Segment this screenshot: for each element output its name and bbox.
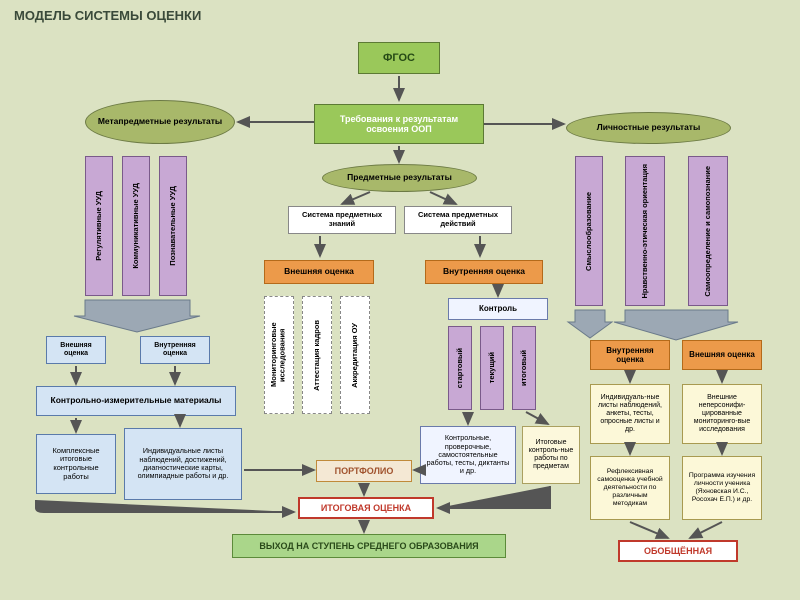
node-vyhod: ВЫХОД НА СТУПЕНЬ СРЕДНЕГО ОБРАЗОВАНИЯ: [232, 534, 506, 558]
label: Познавательные УУД: [169, 186, 178, 266]
node-komplex: Комплексные итоговые контрольные работы: [36, 434, 116, 494]
label: Индивидуаль-ные листы наблюдений, анкеты…: [596, 394, 664, 434]
kontrol-col-1: текущий: [480, 326, 504, 410]
label: Внешняя оценка: [284, 267, 354, 277]
pers-int-det: Индивидуаль-ные листы наблюдений, анкеты…: [590, 384, 670, 444]
ext-col-1: Аттестация кадров: [302, 296, 332, 414]
label: Требования к результатам освоения ООП: [320, 114, 478, 135]
label: Индивидуальные листы наблюдений, достиже…: [130, 447, 236, 480]
label: Коммуникативные УУД: [132, 183, 141, 269]
label: Внутренняя оценка: [443, 267, 525, 277]
meta-uud-0: Регулятивные УУД: [85, 156, 113, 296]
label: Итоговые контроль-ные работы по предмета…: [528, 439, 574, 471]
label: Предметные результаты: [347, 173, 452, 183]
pers-program: Программа изучения личности ученика (Яхн…: [682, 456, 762, 520]
label: ВЫХОД НА СТУПЕНЬ СРЕДНЕГО ОБРАЗОВАНИЯ: [259, 541, 478, 551]
kontrol-col-0: стартовый: [448, 326, 472, 410]
ext-col-2: Аккредитация ОУ: [340, 296, 370, 414]
label: Внутренняя оценка: [596, 346, 664, 364]
label: Мониторинговые исследования: [270, 300, 287, 410]
label: Нравственно-этическая ориентация: [641, 164, 650, 298]
page-title: МОДЕЛЬ СИСТЕМЫ ОЦЕНКИ: [14, 8, 201, 23]
label: Внешние неперсонифи-цированные мониторин…: [688, 394, 756, 434]
pers-col-0: Смыслообразование: [575, 156, 603, 306]
pers-col-2: Самоопределение и самопознание: [688, 156, 728, 306]
label: итоговый: [520, 350, 529, 386]
pers-ext: Внешняя оценка: [682, 340, 762, 370]
node-itog-kontr: Итоговые контроль-ные работы по предмета…: [522, 426, 580, 484]
label: Регулятивные УУД: [95, 191, 104, 261]
label: Контрольные, проверочные, самостоятельны…: [426, 434, 510, 475]
node-int-eval: Внутренняя оценка: [425, 260, 543, 284]
label: Комплексные итоговые контрольные работы: [42, 447, 110, 482]
label: Смыслообразование: [585, 192, 594, 271]
left-int: Внутренняя оценка: [140, 336, 210, 364]
label: Внешняя оценка: [689, 350, 755, 359]
label: ИТОГОВАЯ ОЦЕНКА: [321, 503, 411, 513]
label: ПОРТФОЛИО: [335, 466, 394, 476]
pers-ext-det: Внешние неперсонифи-цированные мониторин…: [682, 384, 762, 444]
label: Личностные результаты: [597, 123, 700, 133]
node-meta: Метапредметные результаты: [85, 100, 235, 144]
label: Аттестация кадров: [313, 320, 322, 391]
label: ФГОС: [383, 52, 415, 65]
label: Внешняя оценка: [52, 342, 100, 358]
label: Контрольно-измерительные материалы: [51, 396, 222, 406]
ext-col-0: Мониторинговые исследования: [264, 296, 294, 414]
left-ext: Внешняя оценка: [46, 336, 106, 364]
label: Программа изучения личности ученика (Яхн…: [688, 472, 756, 503]
label: текущий: [488, 352, 497, 383]
meta-uud-2: Познавательные УУД: [159, 156, 187, 296]
label: Аккредитация ОУ: [351, 323, 360, 388]
label: Самоопределение и самопознание: [704, 166, 713, 297]
node-ext-eval: Внешняя оценка: [264, 260, 374, 284]
node-obob: ОБОБЩЁННАЯ: [618, 540, 738, 562]
node-kontr-raboty: Контрольные, проверочные, самостоятельны…: [420, 426, 516, 484]
node-kim: Контрольно-измерительные материалы: [36, 386, 236, 416]
node-fgos: ФГОС: [358, 42, 440, 74]
node-itog-eval: ИТОГОВАЯ ОЦЕНКА: [298, 497, 434, 519]
label: Рефлексивная самооценка учебной деятельн…: [596, 468, 664, 507]
node-req: Требования к результатам освоения ООП: [314, 104, 484, 144]
label: Система предметных действий: [410, 211, 506, 228]
meta-uud-1: Коммуникативные УУД: [122, 156, 150, 296]
node-pers: Личностные результаты: [566, 112, 731, 144]
node-subj: Предметные результаты: [322, 164, 477, 192]
label: Система предметных знаний: [294, 211, 390, 228]
node-sys-znan: Система предметных знаний: [288, 206, 396, 234]
node-kontrol: Контроль: [448, 298, 548, 320]
node-indiv: Индивидуальные листы наблюдений, достиже…: [124, 428, 242, 500]
pers-col-1: Нравственно-этическая ориентация: [625, 156, 665, 306]
label: Метапредметные результаты: [98, 117, 222, 127]
node-portfolio: ПОРТФОЛИО: [316, 460, 412, 482]
label: Контроль: [479, 304, 517, 313]
label: Внутренняя оценка: [146, 342, 204, 358]
node-sys-deist: Система предметных действий: [404, 206, 512, 234]
label: стартовый: [456, 348, 465, 388]
label: ОБОБЩЁННАЯ: [644, 546, 712, 556]
pers-reflex: Рефлексивная самооценка учебной деятельн…: [590, 456, 670, 520]
pers-int: Внутренняя оценка: [590, 340, 670, 370]
kontrol-col-2: итоговый: [512, 326, 536, 410]
